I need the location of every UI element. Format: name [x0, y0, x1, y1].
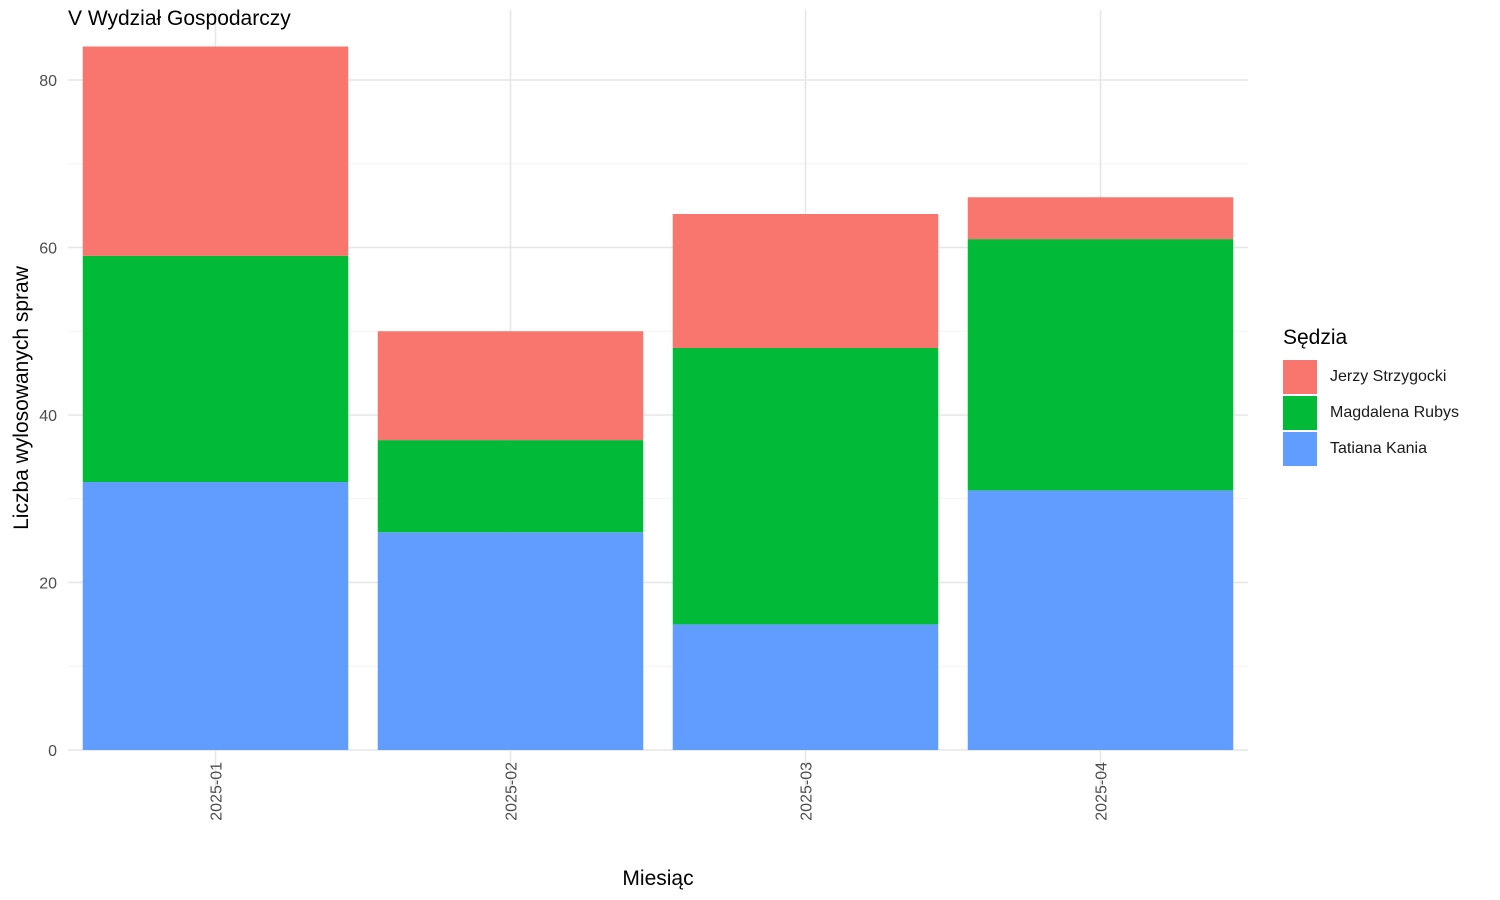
- y-tick-label: 0: [48, 743, 57, 760]
- legend-label: Magdalena Rubys: [1330, 404, 1459, 421]
- bar-segment-jerzy-strzygocki: [82, 46, 349, 256]
- legend-label: Jerzy Strzygocki: [1330, 368, 1447, 385]
- legend-title: Sędzia: [1283, 326, 1348, 349]
- bar-segment-jerzy-strzygocki: [377, 331, 644, 441]
- chart-title: V Wydział Gospodarczy: [68, 7, 291, 30]
- legend-label: Tatiana Kania: [1330, 440, 1427, 457]
- legend-item: Tatiana Kania: [1283, 431, 1459, 467]
- bar-segment-jerzy-strzygocki: [967, 197, 1234, 240]
- legend-key: [1283, 432, 1317, 466]
- bar-segment-magdalena-rubys: [672, 348, 939, 625]
- legend-item: Magdalena Rubys: [1283, 395, 1459, 431]
- bar-segment-magdalena-rubys: [82, 255, 349, 482]
- bar-segment-tatiana-kania: [967, 490, 1234, 750]
- y-tick-label: 40: [39, 408, 57, 425]
- bar-segment-magdalena-rubys: [377, 440, 644, 533]
- x-tick-label: 2025-03: [799, 762, 816, 821]
- bar-segment-tatiana-kania: [377, 532, 644, 750]
- y-tick-label: 80: [39, 73, 57, 90]
- x-tick-label: 2025-01: [209, 762, 226, 821]
- y-axis-title: Liczba wylosowanych spraw: [10, 265, 33, 530]
- x-tick-label: 2025-02: [504, 762, 521, 821]
- bar-segment-jerzy-strzygocki: [672, 214, 939, 348]
- x-axis-title: Miesiąc: [622, 867, 693, 890]
- legend-item: Jerzy Strzygocki: [1283, 359, 1459, 395]
- legend-key: [1283, 360, 1317, 394]
- legend-key: [1283, 396, 1317, 430]
- x-tick-label: 2025-04: [1094, 762, 1111, 821]
- bar-segment-tatiana-kania: [82, 482, 349, 750]
- legend: Sędzia Jerzy Strzygocki Magdalena Rubys Ta…: [1283, 326, 1459, 467]
- bar-segment-tatiana-kania: [672, 624, 939, 750]
- y-tick-label: 20: [39, 576, 57, 593]
- y-tick-label: 60: [39, 241, 57, 258]
- bar-segment-magdalena-rubys: [967, 239, 1234, 491]
